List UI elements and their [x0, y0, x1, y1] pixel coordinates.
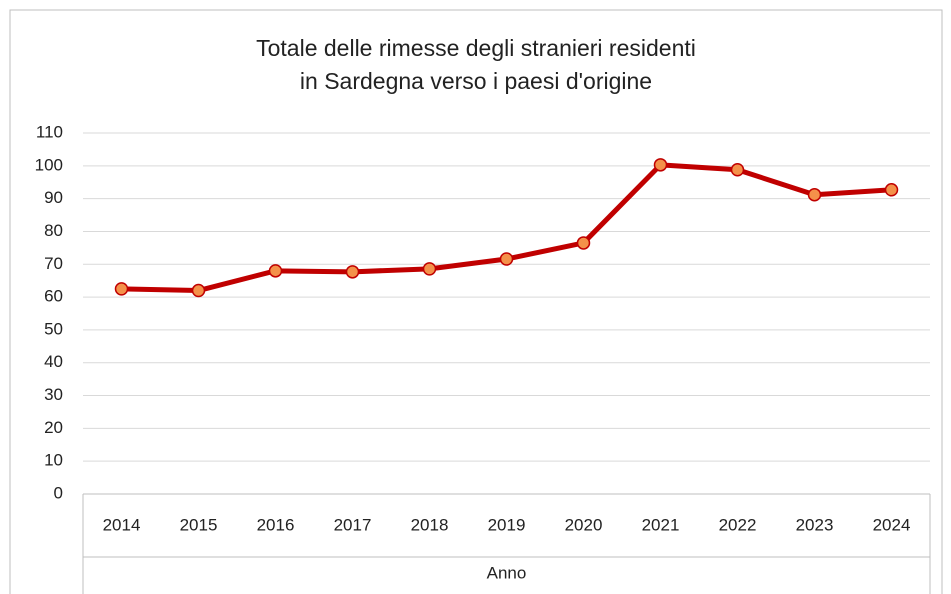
data-point	[653, 158, 668, 172]
data-point	[114, 282, 129, 296]
x-tick-label: 2017	[334, 515, 372, 534]
y-tick-label: 80	[44, 221, 63, 240]
data-point	[884, 183, 899, 197]
x-tick-label: 2024	[873, 515, 911, 534]
data-point	[576, 236, 591, 250]
data-point	[345, 265, 360, 279]
x-tick-label: 2023	[796, 515, 834, 534]
x-tick-label: 2022	[719, 515, 757, 534]
x-tick-label: 2019	[488, 515, 526, 534]
y-tick-label: 90	[44, 188, 63, 207]
data-point	[730, 163, 745, 177]
y-tick-label: 60	[44, 287, 63, 306]
data-point	[268, 264, 283, 278]
y-tick-label: 10	[44, 451, 63, 470]
x-tick-label: 2018	[411, 515, 449, 534]
chart-border	[9, 9, 943, 594]
x-tick-label: 2021	[642, 515, 680, 534]
y-tick-label: 110	[36, 122, 63, 141]
data-point	[191, 283, 206, 298]
x-axis-label: Anno	[487, 563, 527, 582]
y-tick-label: 0	[54, 483, 63, 502]
line-series	[121, 162, 892, 294]
x-tick-label: 2015	[180, 515, 218, 534]
y-tick-label: 30	[44, 385, 63, 404]
y-tick-label: 20	[44, 418, 63, 437]
data-point	[499, 252, 514, 266]
x-tick-label: 2016	[257, 515, 295, 534]
data-point	[807, 187, 822, 202]
x-tick-label: 2020	[565, 515, 603, 534]
chart-title: Totale delle rimesse degli stranieri res…	[256, 35, 696, 94]
y-tick-label: 40	[44, 352, 63, 371]
data-point	[422, 262, 437, 276]
y-tick-label: 100	[35, 155, 63, 174]
y-tick-label: 70	[44, 254, 63, 273]
y-tick-label: 50	[44, 319, 63, 338]
x-tick-label: 2014	[103, 515, 141, 534]
